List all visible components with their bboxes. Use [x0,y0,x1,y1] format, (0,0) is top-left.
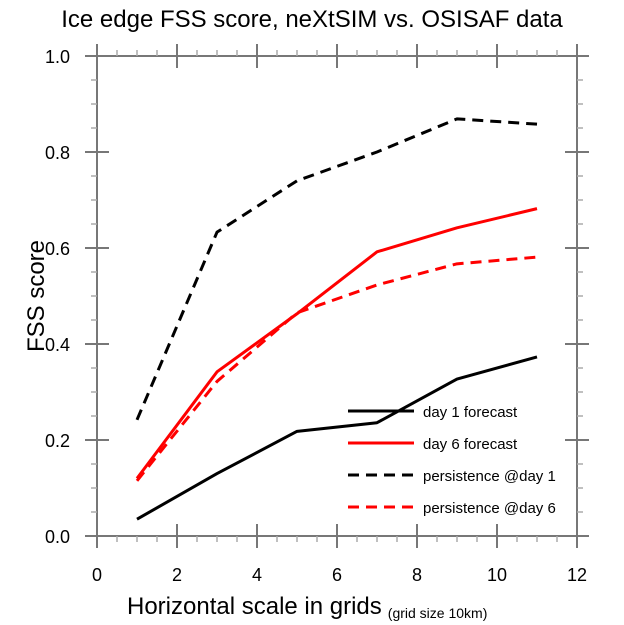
y-tick-label: 1.0 [45,47,70,67]
chart-title: Ice edge FSS score, neXtSIM vs. OSISAF d… [61,6,563,33]
x-tick-label: 10 [487,565,507,585]
legend: day 1 forecast day 6 forecast persistence … [348,404,556,517]
y-tick-label: 0.8 [45,143,70,163]
y-tick-label: 0.2 [45,431,70,451]
plot-frame [96,55,578,537]
x-tick-label: 4 [252,565,262,585]
series-lines [135,117,538,521]
series-line-2 [135,207,538,480]
x-axis-label: Horizontal scale in grids (grid size 10km… [127,593,487,621]
y-tick-label: 0.0 [45,527,70,547]
x-tick-label: 12 [567,565,587,585]
x-tick-label: 6 [332,565,342,585]
series-line-1 [136,355,538,521]
series-line-3 [135,117,538,421]
x-tick-label: 0 [92,565,102,585]
y-tick-label: 0.6 [45,239,70,259]
plot-border [96,55,578,537]
legend-label: persistence @day 6 [423,500,556,517]
series-line-4 [135,255,538,482]
x-tick-label: 2 [172,565,182,585]
x-tick-label: 8 [412,565,422,585]
x-axis-label-note: (grid size 10km) [388,605,488,621]
y-axis-label: FSS score [23,240,50,352]
x-axis-label-main: Horizontal scale in grids [127,593,382,620]
y-axis-ticks: 0.0 0.2 0.4 0.6 0.8 1.0 [45,47,589,547]
legend-label: persistence @day 1 [423,468,556,485]
legend-label: day 1 forecast [423,404,518,421]
legend-label: day 6 forecast [423,436,518,453]
y-tick-label: 0.4 [45,335,70,355]
